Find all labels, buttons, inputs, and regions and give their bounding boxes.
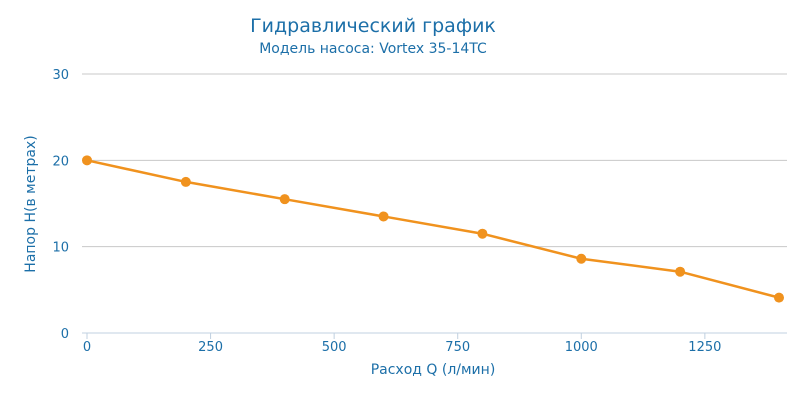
- series-points-group: [82, 155, 784, 303]
- x-tick-label: 1000: [565, 340, 598, 355]
- x-tick-label: 500: [322, 340, 347, 355]
- y-tick-label: 0: [61, 327, 69, 342]
- data-point[interactable]: [675, 266, 686, 277]
- data-point[interactable]: [774, 292, 784, 303]
- data-point[interactable]: [180, 176, 191, 187]
- x-tick-label: 250: [198, 340, 223, 355]
- y-tick-label: 30: [52, 68, 69, 83]
- y-axis-label: Напор H(в метрах): [23, 135, 39, 272]
- chart-title: Гидравлический график: [250, 15, 496, 37]
- x-tick-label: 1250: [688, 340, 721, 355]
- series-line-group: [86, 159, 780, 299]
- x-tick-label: 750: [445, 340, 470, 355]
- data-point[interactable]: [279, 194, 290, 205]
- x-axis: [82, 332, 787, 339]
- y-axis-tick-labels: 0 10 20 30: [52, 68, 69, 342]
- y-tick-label: 20: [52, 154, 69, 169]
- x-tick-label: 0: [83, 340, 91, 355]
- series-line: [86, 159, 780, 299]
- y-tick-label: 10: [52, 241, 69, 256]
- chart-subtitle: Модель насоса: Vortex 35-14TC: [259, 41, 487, 57]
- data-point[interactable]: [378, 211, 389, 222]
- data-point[interactable]: [477, 228, 488, 239]
- grid-lines: [82, 73, 787, 248]
- x-axis-tick-labels: 0 250 500 750 1000 1250: [83, 340, 722, 355]
- data-point[interactable]: [82, 155, 92, 166]
- x-axis-label: Расход Q (л/мин): [371, 362, 496, 378]
- data-point[interactable]: [576, 253, 587, 264]
